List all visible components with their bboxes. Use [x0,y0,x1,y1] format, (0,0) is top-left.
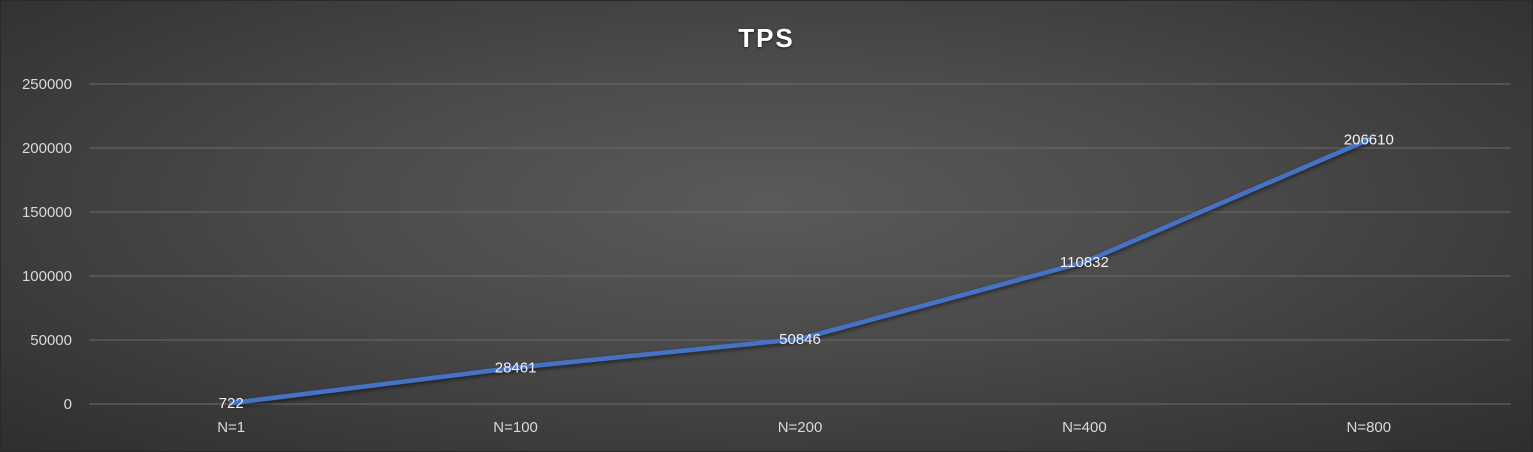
data-label: 50846 [779,331,821,348]
data-label: 110832 [1060,254,1109,271]
x-tick-label: N=800 [1346,419,1391,436]
y-tick-label: 150000 [22,204,72,221]
y-axis-ticks: 0 50000 100000 150000 200000 250000 [22,76,72,413]
data-label: 28461 [495,360,537,377]
y-tick-label: 100000 [22,268,72,285]
data-label: 722 [219,395,244,412]
y-tick-label: 250000 [22,76,72,93]
x-tick-label: N=100 [493,419,538,436]
data-labels: 722 28461 50846 110832 206610 [219,132,1394,413]
y-tick-label: 50000 [30,332,72,349]
gridlines [89,83,1511,405]
data-label: 206610 [1344,132,1394,149]
x-tick-label: N=1 [217,419,245,436]
x-axis-ticks: N=1 N=100 N=200 N=400 N=800 [217,419,1391,436]
x-tick-label: N=400 [1062,419,1107,436]
y-tick-label: 0 [64,396,72,413]
chart-title: TPS [738,23,795,53]
series-line [228,137,1372,406]
series-lines [228,137,1372,406]
y-tick-label: 200000 [22,140,72,157]
x-tick-label: N=200 [778,419,823,436]
